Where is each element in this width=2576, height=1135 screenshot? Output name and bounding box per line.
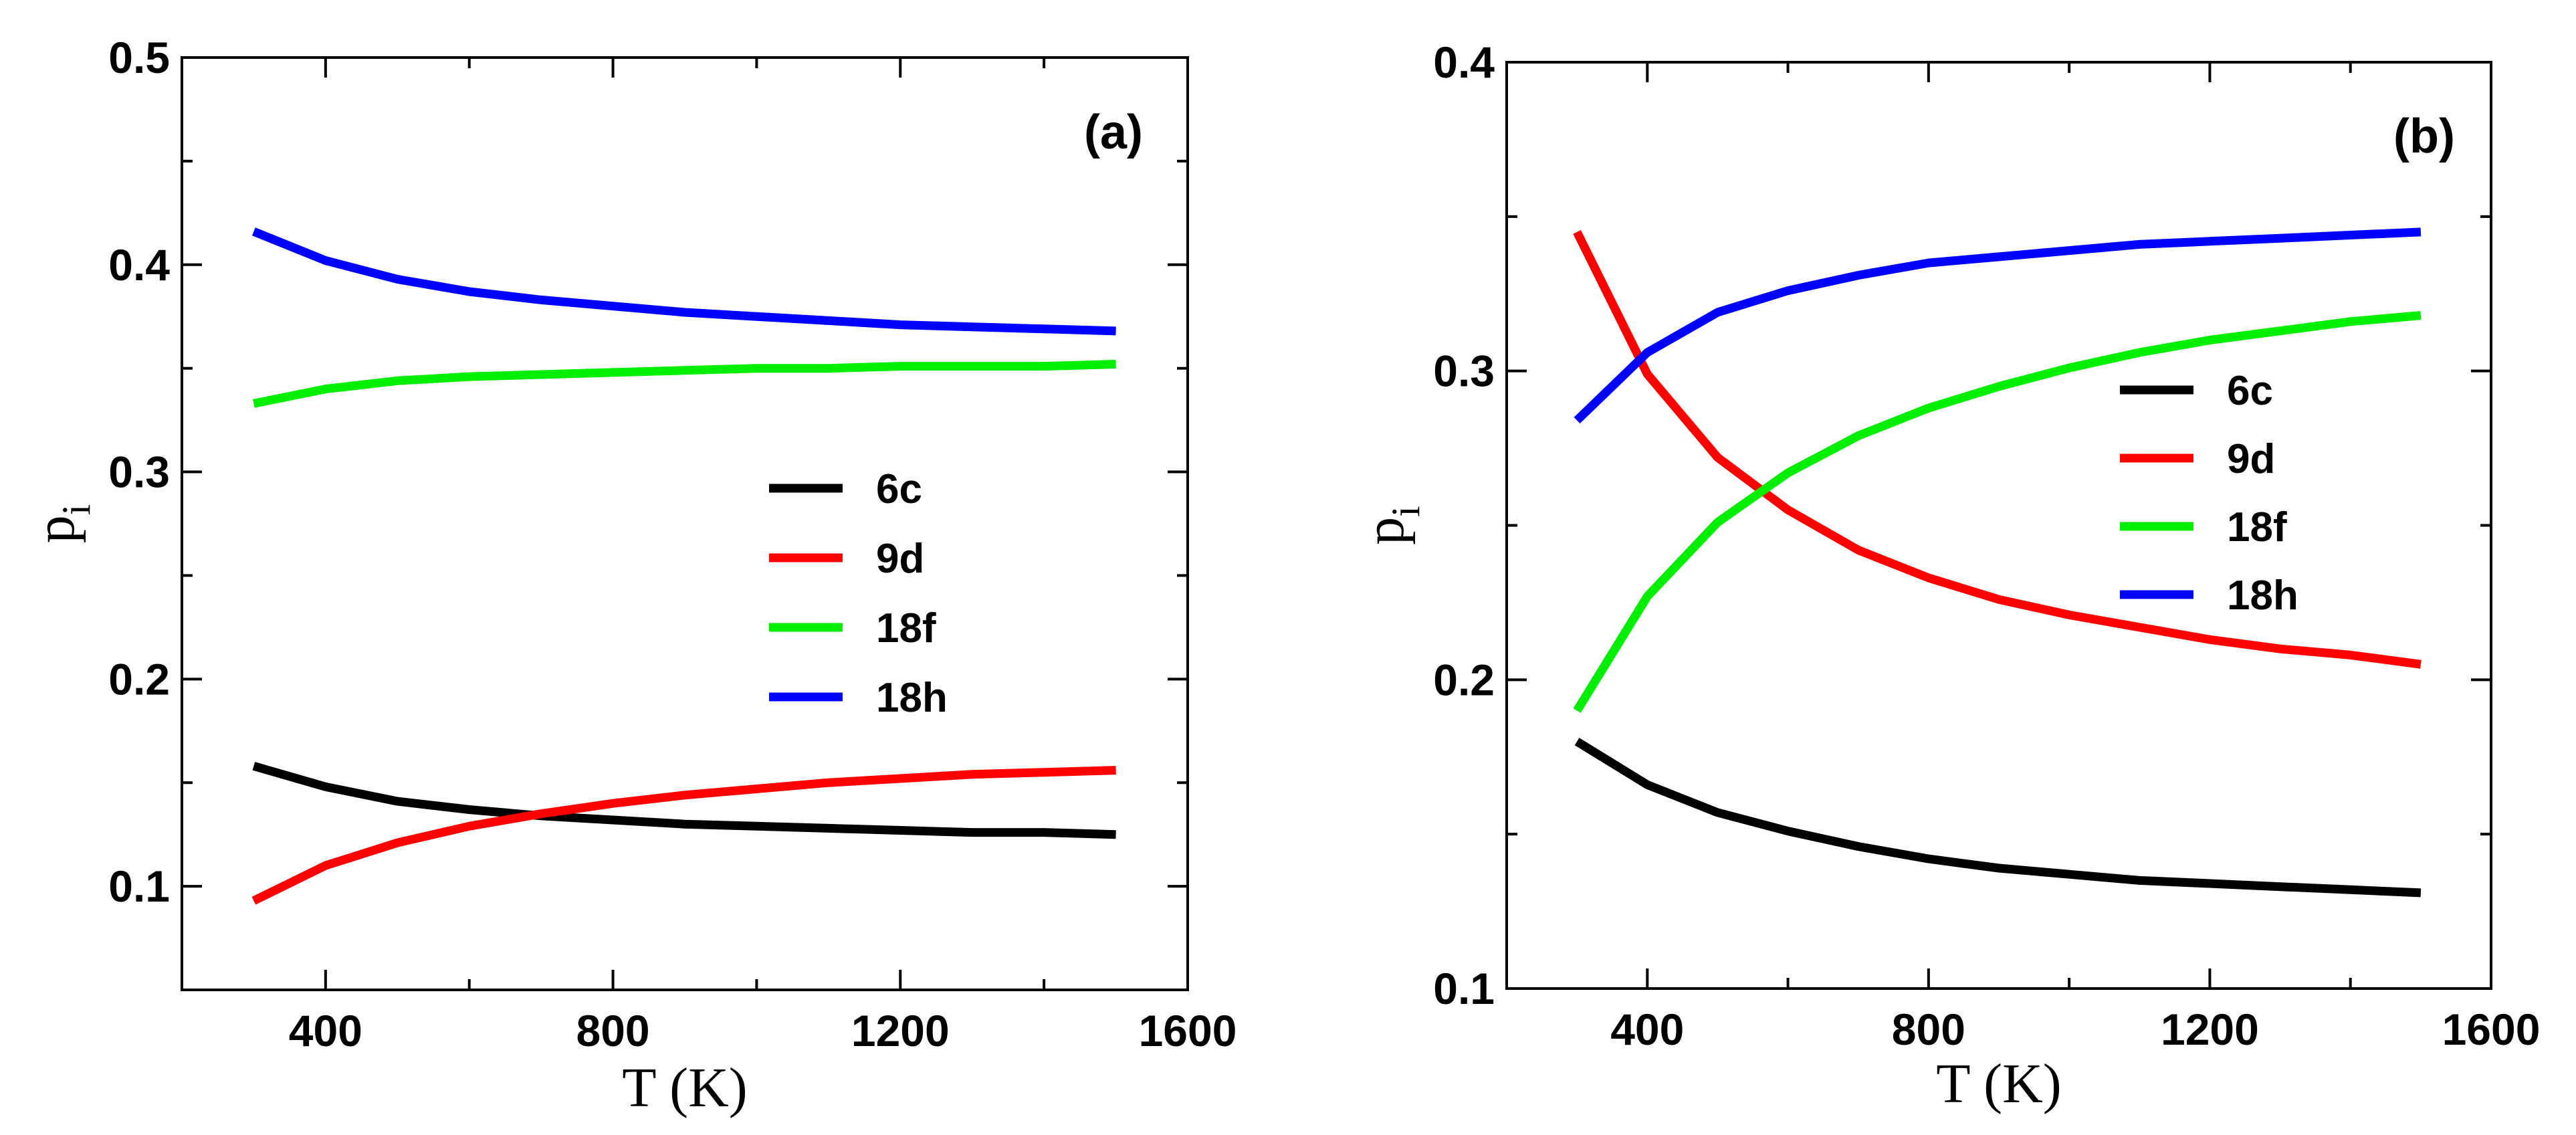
panel-label: (b) bbox=[2393, 110, 2455, 163]
y-tick-label: 0.1 bbox=[108, 861, 170, 911]
series-line-6c bbox=[1574, 738, 2422, 898]
x-tick-label: 1200 bbox=[851, 1006, 950, 1055]
series-line-9d bbox=[1573, 230, 2422, 669]
legend-label-6c: 6c bbox=[2227, 368, 2273, 414]
series-line-6c bbox=[252, 762, 1116, 839]
series-line-18h bbox=[1574, 227, 2422, 424]
y-tick-label: 0.3 bbox=[1433, 346, 1495, 396]
y-tick-label: 0.1 bbox=[1433, 964, 1495, 1013]
legend-label-18h: 18h bbox=[876, 675, 948, 721]
y-tick-label: 0.3 bbox=[108, 447, 170, 497]
legend-label-9d: 9d bbox=[2227, 436, 2275, 482]
y-tick-label: 0.4 bbox=[1433, 37, 1495, 87]
plot-frame bbox=[181, 56, 1189, 991]
y-axis-label: pi bbox=[24, 504, 98, 544]
panel-a: 400 800 1200 1600 0.1 0.2 0.3 0.4 0.5 T (K) pi (a) 6… bbox=[24, 33, 1237, 1119]
x-tick-label: 1600 bbox=[2442, 1005, 2541, 1054]
y-tick-label: 0.2 bbox=[1433, 655, 1495, 704]
plot-frame bbox=[1505, 61, 2492, 990]
x-tick-label: 800 bbox=[576, 1006, 650, 1055]
x-tick-label: 400 bbox=[289, 1006, 362, 1055]
x-tick-label: 1200 bbox=[2161, 1005, 2259, 1054]
legend-label-18f: 18f bbox=[876, 605, 936, 651]
series-line-18h bbox=[251, 227, 1116, 336]
y-axis-label: pi bbox=[1354, 506, 1428, 545]
y-axis-label-subscript: i bbox=[54, 504, 98, 516]
series-line-18f bbox=[253, 360, 1116, 408]
x-axis-label: T (K) bbox=[1936, 1053, 2061, 1115]
legend-label-6c: 6c bbox=[876, 466, 922, 512]
legend-label-9d: 9d bbox=[876, 536, 924, 582]
legend-label-18h: 18h bbox=[2227, 573, 2298, 619]
series-line-9d bbox=[251, 766, 1116, 905]
series-line-18f bbox=[1573, 311, 2422, 713]
y-tick-label: 0.2 bbox=[108, 654, 170, 704]
y-tick-label: 0.4 bbox=[108, 240, 170, 290]
x-tick-label: 1600 bbox=[1139, 1006, 1237, 1055]
panel-label: (a) bbox=[1084, 106, 1143, 159]
x-axis-label: T (K) bbox=[622, 1057, 747, 1119]
y-axis-label-subscript: i bbox=[1384, 506, 1428, 517]
y-tick-label: 0.5 bbox=[108, 33, 170, 82]
legend-label-18f: 18f bbox=[2227, 504, 2287, 550]
panel-b: 400 800 1200 1600 0.1 0.2 0.3 0.4 T (K) pi (b) 6c 9d… bbox=[1354, 37, 2540, 1115]
x-tick-label: 400 bbox=[1610, 1005, 1684, 1054]
x-tick-label: 800 bbox=[1892, 1005, 1965, 1054]
